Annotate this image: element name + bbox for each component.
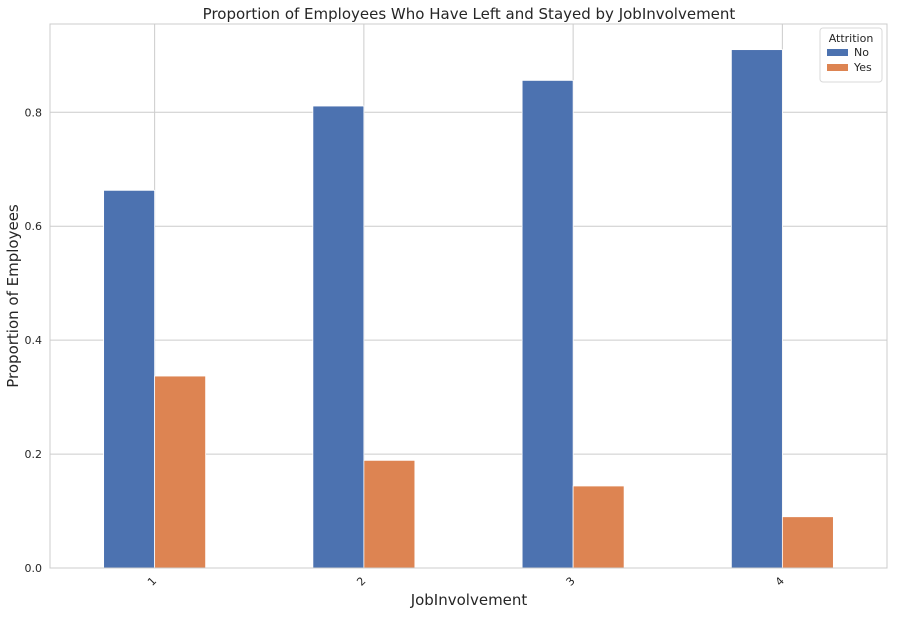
x-tick-label: 3 (564, 574, 578, 588)
legend-label-no: No (854, 46, 869, 59)
bar-yes-2 (363, 459, 416, 569)
y-tick-label: 0.0 (25, 562, 43, 575)
x-tick-label: 1 (145, 574, 159, 588)
bar-no-4 (730, 49, 783, 569)
chart-title: Proportion of Employees Who Have Left an… (203, 5, 736, 23)
legend-title: Attrition (829, 32, 874, 45)
legend-label-yes: Yes (853, 61, 872, 74)
y-tick-label: 0.8 (25, 106, 43, 119)
y-tick-label: 0.4 (25, 334, 43, 347)
x-tick-label: 2 (354, 574, 368, 588)
x-tick-label: 4 (773, 574, 787, 588)
x-axis-label: JobInvolvement (410, 591, 528, 609)
bar-no-2 (312, 105, 365, 569)
y-tick-label: 0.6 (25, 220, 43, 233)
bar-yes-4 (781, 516, 834, 569)
y-axis-label: Proportion of Employees (4, 204, 22, 388)
bar-yes-1 (154, 375, 207, 569)
plot-frame (49, 23, 888, 569)
bar-yes-3 (572, 485, 625, 569)
y-tick-label: 0.2 (25, 448, 43, 461)
legend-swatch-no (827, 49, 848, 56)
legend-swatch-yes (827, 64, 848, 71)
bar-no-3 (521, 79, 574, 569)
bar-no-1 (103, 189, 156, 569)
